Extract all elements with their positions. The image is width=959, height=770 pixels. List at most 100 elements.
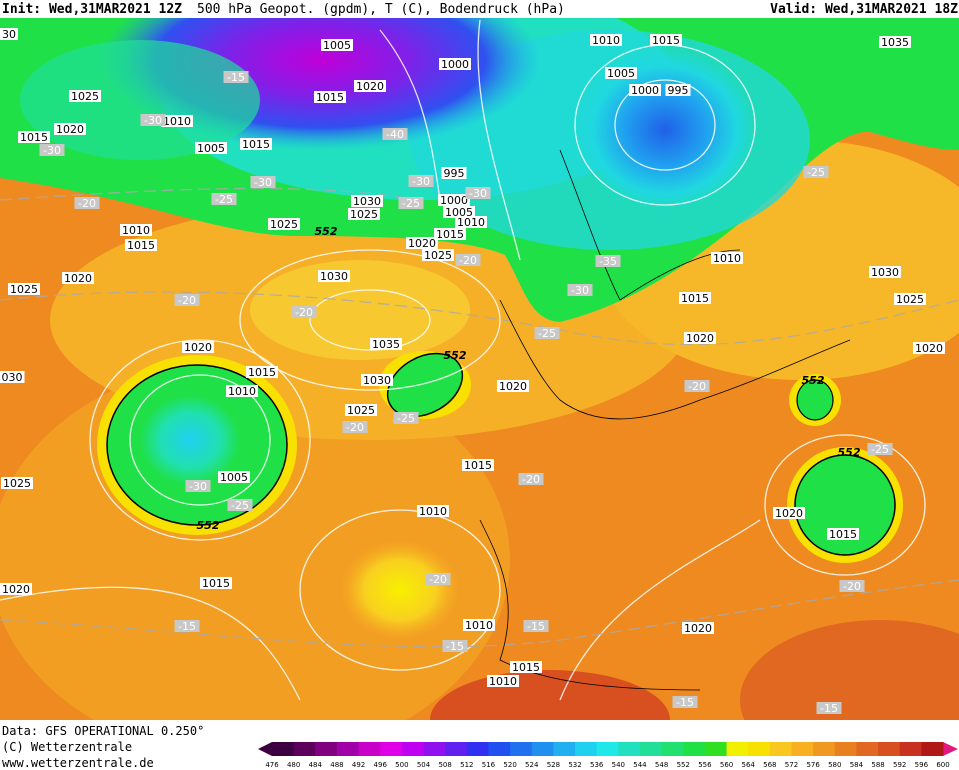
- temperature-label-box: [567, 284, 593, 296]
- isobar-label-box: [1, 477, 33, 489]
- temperature-label-box: [425, 573, 451, 585]
- isobar-label-box: [417, 505, 449, 517]
- temperature-label: -20: [429, 573, 447, 586]
- isobar-label: 1020: [64, 272, 92, 285]
- isobar-label-box: [125, 239, 157, 251]
- temperature-label: -25: [231, 499, 249, 512]
- temperature-label-box: [393, 412, 419, 424]
- temperature-label: -25: [538, 327, 556, 340]
- temperature-label-box: [227, 499, 253, 511]
- legend-swatch: [423, 742, 446, 756]
- isobar-label-box: [18, 131, 50, 143]
- isobar-label: 1020: [356, 80, 384, 93]
- temperature-label-box: [250, 176, 276, 188]
- legend-label: 496: [374, 761, 388, 769]
- temperature-label-box: [185, 480, 211, 492]
- legend-swatch: [336, 742, 360, 756]
- temperature-label: -20: [346, 421, 364, 434]
- temperature-label-box: [342, 421, 368, 433]
- isobar-label-box: [268, 218, 300, 230]
- isobar-label: 1030: [363, 374, 391, 387]
- legend-label: 596: [915, 761, 929, 769]
- temperature-label: -20: [688, 380, 706, 393]
- temperature-label-box: [595, 255, 621, 267]
- isobar-label: 1035: [881, 36, 909, 49]
- legend-swatch: [618, 742, 641, 756]
- isobar-label-box: [0, 28, 18, 40]
- legend-label: 532: [568, 761, 581, 769]
- temperature-label: -15: [527, 620, 545, 633]
- isobar-label-box: [629, 84, 661, 96]
- isobar-label-box: [443, 206, 475, 218]
- isobar-label-box: [240, 138, 272, 150]
- temperature-label-box: [174, 620, 200, 632]
- header-bar: [0, 0, 959, 18]
- temperature-label: -30: [254, 176, 272, 189]
- isobar-label-box: [665, 84, 691, 96]
- legend-label: 528: [547, 761, 560, 769]
- isobar-label-box: [462, 459, 494, 471]
- temperature-label: -15: [227, 71, 245, 84]
- isobar-label-box: [321, 39, 353, 51]
- temperature-label-box: [223, 71, 249, 83]
- legend-label: 488: [330, 761, 343, 769]
- isobar-label-box: [879, 36, 911, 48]
- temperature-label-box: [442, 640, 468, 652]
- isobar-label: 1025: [270, 218, 298, 231]
- isobar-label: 1000: [441, 58, 469, 71]
- legend-swatch: [813, 742, 836, 756]
- isobar-label-box: [161, 115, 193, 127]
- isobar-label-box: [8, 283, 40, 295]
- legend-swatch: [575, 742, 598, 756]
- height-label: 552: [197, 519, 220, 532]
- legend-label: 548: [655, 761, 668, 769]
- legend-label: 576: [806, 761, 820, 769]
- isobar-label: 1035: [372, 338, 400, 351]
- isobar-label-box: [351, 195, 383, 207]
- isobar-label: 1010: [489, 675, 517, 688]
- isobar-label-box: [711, 252, 743, 264]
- isobar-label: 1020: [56, 123, 84, 136]
- legend-label: 504: [417, 761, 431, 769]
- legend-swatch: [358, 742, 381, 756]
- legend-swatch: [769, 742, 792, 756]
- isobar-label-box: [590, 34, 622, 46]
- isobar-label: 1005: [323, 39, 351, 52]
- isobar-label-box: [441, 167, 467, 179]
- temperature-label-box: [534, 327, 560, 339]
- legend-swatch: [531, 742, 554, 756]
- isobar-label: 1030: [320, 270, 348, 283]
- isobar-label-box: [54, 123, 86, 135]
- legend-swatch: [445, 742, 468, 756]
- temperature-label: -30: [43, 144, 61, 157]
- legend-label: 560: [720, 761, 733, 769]
- legend-swatch: [726, 742, 749, 756]
- product: 500 hPa Geopot. (gpdm), T (C), Bodendruc…: [197, 2, 565, 17]
- isobar-label: 30: [2, 28, 16, 41]
- temperature-label-box: [518, 473, 544, 485]
- isobar-label: 1000: [631, 84, 659, 97]
- legend-swatch: [293, 742, 316, 756]
- isobar-label: 1015: [464, 459, 492, 472]
- temperature-label: -30: [189, 480, 207, 493]
- legend-swatch: [791, 742, 814, 756]
- isobar-label: 1025: [424, 249, 452, 262]
- temperature-label-box: [74, 197, 100, 209]
- legend-swatch: [596, 742, 619, 756]
- legend-swatch: [639, 742, 663, 756]
- temperature-label-box: [382, 128, 408, 140]
- legend: 476 480 484 488 492 496 500 504 508 512 516 520 524 5…: [265, 742, 950, 769]
- temperature-label: -30: [144, 114, 162, 127]
- isobar-label: 1010: [457, 216, 485, 229]
- temperature-label-box: [839, 580, 865, 592]
- isobar-label: 1015: [20, 131, 48, 144]
- isobar-label-box: [200, 577, 232, 589]
- legend-label: 580: [828, 761, 841, 769]
- isobar-label-box: [455, 216, 487, 228]
- isobar-label: 1005: [197, 142, 225, 155]
- legend-swatch: [661, 742, 684, 756]
- isobar-label: 1020: [2, 583, 30, 596]
- isobar-label: 1030: [871, 266, 899, 279]
- isobar-label: 1025: [347, 404, 375, 417]
